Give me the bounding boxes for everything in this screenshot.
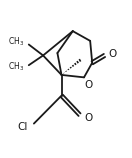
Text: CH$_3$: CH$_3$ bbox=[8, 60, 24, 73]
Text: O: O bbox=[84, 80, 92, 90]
Text: Cl: Cl bbox=[17, 122, 28, 132]
Text: O: O bbox=[84, 112, 92, 122]
Text: O: O bbox=[109, 49, 117, 59]
Text: CH$_3$: CH$_3$ bbox=[8, 36, 24, 48]
